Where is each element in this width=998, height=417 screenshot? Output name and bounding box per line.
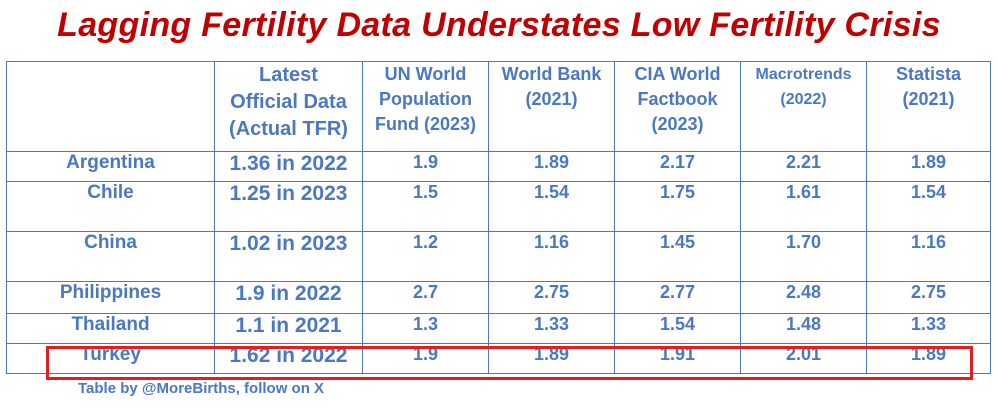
un-value-cell: 1.3: [362, 313, 489, 344]
header-line: Official Data: [230, 91, 347, 113]
header-country: [6, 61, 215, 152]
cia-value-cell: 2.17: [614, 151, 741, 182]
country-cell: Chile: [6, 181, 215, 232]
latest-official-cell: 1.36 in 2022: [214, 151, 363, 182]
country-cell: China: [6, 231, 215, 282]
header-world-bank: World Bank (2021): [488, 61, 615, 152]
header-line: Fund (2023): [374, 114, 476, 134]
latest-official-cell: 1.25 in 2023: [214, 181, 363, 232]
header-line: (2021): [525, 89, 578, 109]
un-value-cell: 1.9: [362, 151, 489, 182]
country-cell: Philippines: [6, 281, 215, 314]
header-cia-world-factbook: CIA World Factbook (2023): [614, 61, 741, 152]
header-line: Factbook: [637, 89, 718, 109]
latest-official-cell: 1.1 in 2021: [214, 313, 363, 344]
latest-official-cell: 1.02 in 2023: [214, 231, 363, 282]
world-bank-value-cell: 1.54: [488, 181, 615, 232]
macrotrends-value-cell: 1.61: [740, 181, 867, 232]
country-cell: Thailand: [6, 313, 215, 344]
un-value-cell: 1.5: [362, 181, 489, 232]
header-latest-official: Latest Official Data (Actual TFR): [214, 61, 363, 152]
header-line: (2022): [780, 91, 827, 108]
header-statista: Statista (2021): [866, 61, 991, 152]
statista-value-cell: 1.33: [866, 313, 991, 344]
header-line: Latest: [259, 64, 318, 86]
header-line: Population: [379, 89, 472, 109]
header-line: World Bank: [501, 64, 602, 84]
un-value-cell: 1.2: [362, 231, 489, 282]
header-un-world-population-fund: UN World Population Fund (2023): [362, 61, 489, 152]
table-row: Argentina 1.36 in 2022 1.9 1.89 2.17 2.2…: [6, 151, 991, 182]
world-bank-value-cell: 1.16: [488, 231, 615, 282]
world-bank-value-cell: 1.33: [488, 313, 615, 344]
header-line: (2021): [902, 89, 955, 109]
header-line: (Actual TFR): [229, 118, 348, 140]
country-cell: Argentina: [6, 151, 215, 182]
table-credit: Table by @MoreBirths, follow on X: [78, 380, 325, 397]
macrotrends-value-cell: 2.48: [740, 281, 867, 314]
table-row: Philippines 1.9 in 2022 2.7 2.75 2.77 2.…: [6, 281, 991, 314]
macrotrends-value-cell: 2.21: [740, 151, 867, 182]
cia-value-cell: 1.54: [614, 313, 741, 344]
statista-value-cell: 2.75: [866, 281, 991, 314]
statista-value-cell: 1.16: [866, 231, 991, 282]
header-line: CIA World: [634, 64, 721, 84]
header-line: Macrotrends: [755, 66, 852, 83]
fertility-table: Latest Official Data (Actual TFR) UN Wor…: [6, 61, 991, 374]
table-row: Thailand 1.1 in 2021 1.3 1.33 1.54 1.48 …: [6, 313, 991, 344]
table-row: China 1.02 in 2023 1.2 1.16 1.45 1.70 1.…: [6, 231, 991, 282]
cia-value-cell: 1.75: [614, 181, 741, 232]
statista-value-cell: 1.89: [866, 151, 991, 182]
macrotrends-value-cell: 1.48: [740, 313, 867, 344]
macrotrends-value-cell: 1.70: [740, 231, 867, 282]
highlight-box: [46, 346, 973, 380]
statista-value-cell: 1.54: [866, 181, 991, 232]
header-macrotrends: Macrotrends (2022): [740, 61, 867, 152]
header-line: Statista: [895, 64, 962, 84]
cia-value-cell: 1.45: [614, 231, 741, 282]
page-title: Lagging Fertility Data Understates Low F…: [57, 6, 941, 44]
table-row: Chile 1.25 in 2023 1.5 1.54 1.75 1.61 1.…: [6, 181, 991, 232]
un-value-cell: 2.7: [362, 281, 489, 314]
cia-value-cell: 2.77: [614, 281, 741, 314]
world-bank-value-cell: 2.75: [488, 281, 615, 314]
header-line: UN World: [384, 64, 467, 84]
world-bank-value-cell: 1.89: [488, 151, 615, 182]
header-row: Latest Official Data (Actual TFR) UN Wor…: [6, 61, 991, 152]
latest-official-cell: 1.9 in 2022: [214, 281, 363, 314]
header-line: (2023): [651, 114, 704, 134]
